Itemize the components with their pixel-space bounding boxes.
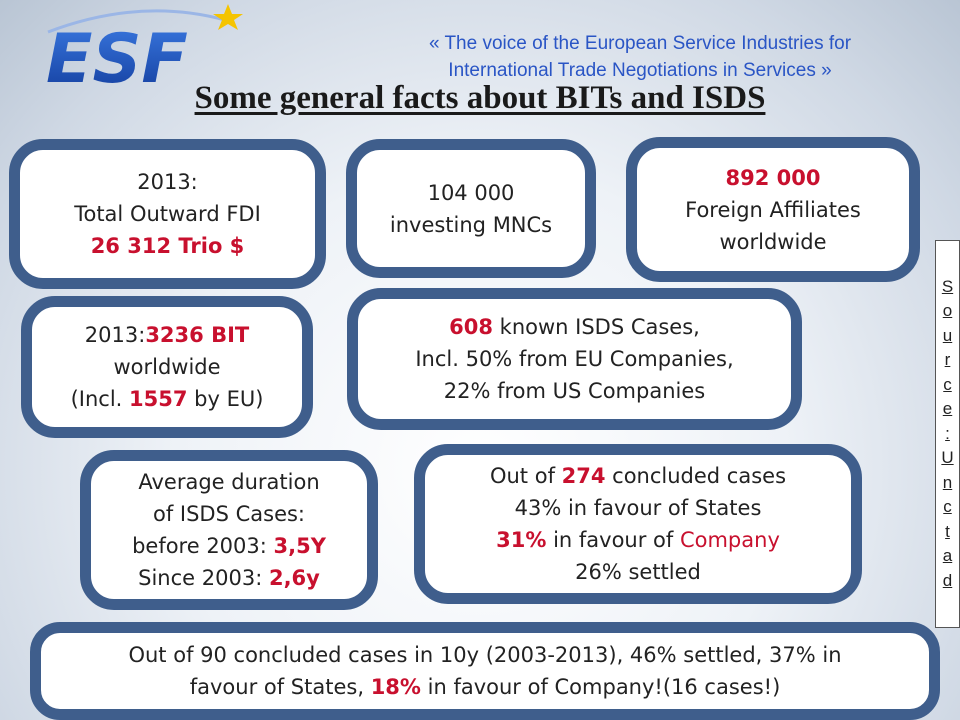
isds-eu-share: Incl. 50% from EU Companies, bbox=[415, 347, 734, 371]
source-letter: c bbox=[943, 497, 952, 517]
concluded-line-1: Out of 274 concluded cases bbox=[490, 460, 786, 492]
duration-line-2: of ISDS Cases: bbox=[152, 502, 306, 526]
concluded-prefix: Out of bbox=[489, 464, 562, 488]
duration-box: Average duration of ISDS Cases: before 2… bbox=[80, 450, 378, 610]
concluded-value: 274 bbox=[561, 464, 606, 488]
star-icon bbox=[213, 4, 243, 30]
duration-since-label: Since 2003: bbox=[138, 566, 269, 590]
mncs-box: 104 000 investing MNCs bbox=[346, 139, 596, 278]
source-letter: S bbox=[941, 276, 954, 296]
source-letter: c bbox=[943, 374, 952, 394]
duration-before: before 2003: 3,5Y bbox=[132, 530, 326, 562]
isds-label: known ISDS Cases, bbox=[492, 315, 700, 339]
bit-year: 2013: bbox=[84, 323, 146, 347]
isds-line-1: 608 known ISDS Cases, bbox=[449, 311, 700, 343]
concluded-company-word: Company bbox=[679, 528, 780, 552]
source-letter: t bbox=[945, 521, 950, 541]
duration-since-value: 2,6y bbox=[268, 566, 320, 590]
bit-scope: worldwide bbox=[113, 355, 221, 379]
source-letter: o bbox=[942, 301, 953, 321]
tagline-line-1: « The voice of the European Service Indu… bbox=[428, 33, 852, 54]
bit-value: 3236 BIT bbox=[145, 323, 250, 347]
source-label: S o u r c e : U n c t a d bbox=[935, 240, 960, 628]
bit-eu-label: by EU) bbox=[187, 387, 264, 411]
isds-box: 608 known ISDS Cases, Incl. 50% from EU … bbox=[347, 288, 802, 430]
affiliates-value: 892 000 bbox=[725, 165, 821, 190]
affiliates-box: 892 000 Foreign Affiliates worldwide bbox=[626, 137, 920, 282]
esf-logo: ESF bbox=[46, 4, 243, 92]
concluded-states: 43% in favour of States bbox=[514, 496, 762, 520]
bit-line-1: 2013:3236 BIT bbox=[85, 319, 249, 351]
summary-box: Out of 90 concluded cases in 10y (2003-2… bbox=[30, 622, 940, 720]
source-letter: d bbox=[942, 570, 953, 590]
source-letter: u bbox=[942, 325, 953, 345]
source-letter: U bbox=[941, 448, 954, 468]
duration-before-label: before 2003: bbox=[132, 534, 274, 558]
tagline: « The voice of the European Service Indu… bbox=[345, 30, 935, 84]
concluded-settled: 26% settled bbox=[575, 560, 701, 584]
concluded-company-pct: 31% bbox=[496, 528, 547, 552]
source-letter: a bbox=[942, 546, 953, 566]
summary-line-1: Out of 90 concluded cases in 10y (2003-2… bbox=[128, 643, 842, 667]
mncs-value: 104 000 bbox=[427, 180, 515, 205]
affiliates-scope: worldwide bbox=[719, 229, 827, 254]
isds-value: 608 bbox=[449, 315, 493, 339]
fdi-year: 2013: bbox=[137, 170, 198, 194]
summary-states: favour of States, bbox=[189, 675, 371, 699]
mncs-label: investing MNCs bbox=[389, 212, 553, 237]
duration-since: Since 2003: 2,6y bbox=[138, 562, 320, 594]
concluded-box: Out of 274 concluded cases 43% in favour… bbox=[414, 444, 862, 604]
concluded-company-line: 31% in favour of Company bbox=[496, 524, 780, 556]
page-title: Some general facts about BITs and ISDS bbox=[194, 80, 766, 116]
bit-box: 2013:3236 BIT worldwide (Incl. 1557 by E… bbox=[21, 296, 313, 438]
summary-company: in favour of Company!(16 cases!) bbox=[420, 675, 781, 699]
bit-incl-label: (Incl. bbox=[70, 387, 130, 411]
bit-line-3: (Incl. 1557 by EU) bbox=[71, 383, 264, 415]
concluded-label: concluded cases bbox=[605, 464, 787, 488]
source-letter: n bbox=[942, 472, 953, 492]
tagline-line-2: International Trade Negotiations in Serv… bbox=[448, 60, 832, 81]
fdi-label: Total Outward FDI bbox=[74, 202, 261, 226]
summary-line-2: favour of States, 18% in favour of Compa… bbox=[190, 671, 781, 703]
logo-text: ESF bbox=[46, 20, 188, 92]
logo-swoosh-icon bbox=[47, 9, 226, 34]
source-letter: : bbox=[945, 423, 950, 443]
source-letter: r bbox=[944, 350, 951, 370]
fdi-box: 2013: Total Outward FDI 26 312 Trio $ bbox=[9, 139, 326, 289]
bit-eu-value: 1557 bbox=[129, 387, 188, 411]
summary-pct: 18% bbox=[370, 675, 421, 699]
concluded-in-favour: in favour of bbox=[546, 528, 680, 552]
duration-line-1: Average duration bbox=[138, 470, 320, 494]
source-letter: e bbox=[942, 399, 953, 419]
affiliates-label: Foreign Affiliates bbox=[685, 197, 861, 222]
isds-us-share: 22% from US Companies bbox=[443, 379, 706, 403]
fdi-value: 26 312 Trio $ bbox=[90, 234, 245, 258]
duration-before-value: 3,5Y bbox=[273, 534, 326, 558]
